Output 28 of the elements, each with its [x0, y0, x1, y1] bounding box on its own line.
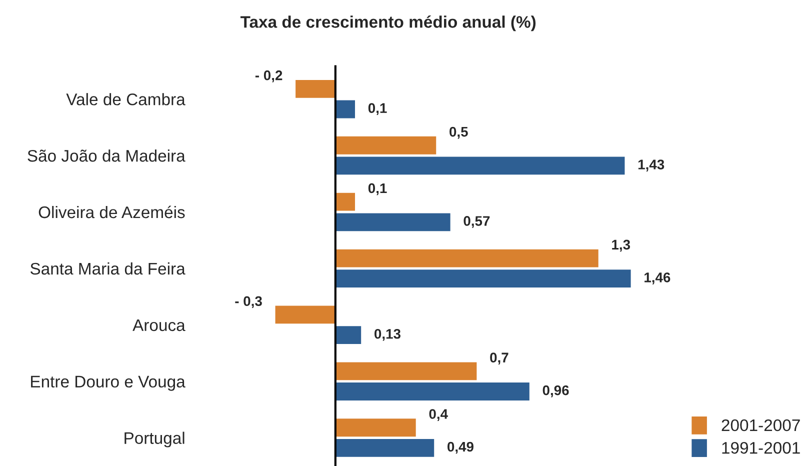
data-label: 0,57	[464, 216, 490, 228]
legend-label: 2001-2007	[722, 419, 800, 432]
data-label: 1,46	[644, 272, 670, 284]
bar	[294, 78, 336, 100]
data-label: - 0,3	[235, 296, 262, 308]
data-label: - 0,2	[255, 70, 282, 82]
bar	[334, 98, 356, 120]
data-label: 0,7	[490, 352, 508, 364]
chart-title: Taxa de crescimento médio anual (%)	[240, 15, 536, 32]
y-tick-label: São João da Madeira	[28, 150, 186, 162]
y-tick-label: Santa Maria da Feira	[30, 262, 186, 275]
bar	[334, 324, 362, 346]
y-tick-label: Portugal	[124, 432, 184, 448]
y-tick-label: Oliveira de Azeméis	[38, 206, 185, 218]
bar	[274, 304, 336, 326]
data-label: 0,4	[429, 409, 448, 421]
data-label: 0,13	[374, 328, 400, 341]
legend-label: 1991-2001	[722, 442, 800, 454]
data-label: 0,5	[450, 126, 468, 139]
data-label: 1,43	[638, 160, 664, 172]
data-label: 0,96	[542, 385, 569, 398]
y-tick-label: Arouca	[132, 319, 186, 332]
data-label: 0,1	[368, 103, 387, 116]
y-tick-label: Vale de Cambra	[66, 93, 186, 106]
y-tick-label: Entre Douro e Vouga	[31, 376, 186, 391]
data-label: 0,49	[448, 442, 474, 454]
data-label: 1,3	[612, 240, 630, 252]
data-label: 0,1	[368, 183, 387, 196]
